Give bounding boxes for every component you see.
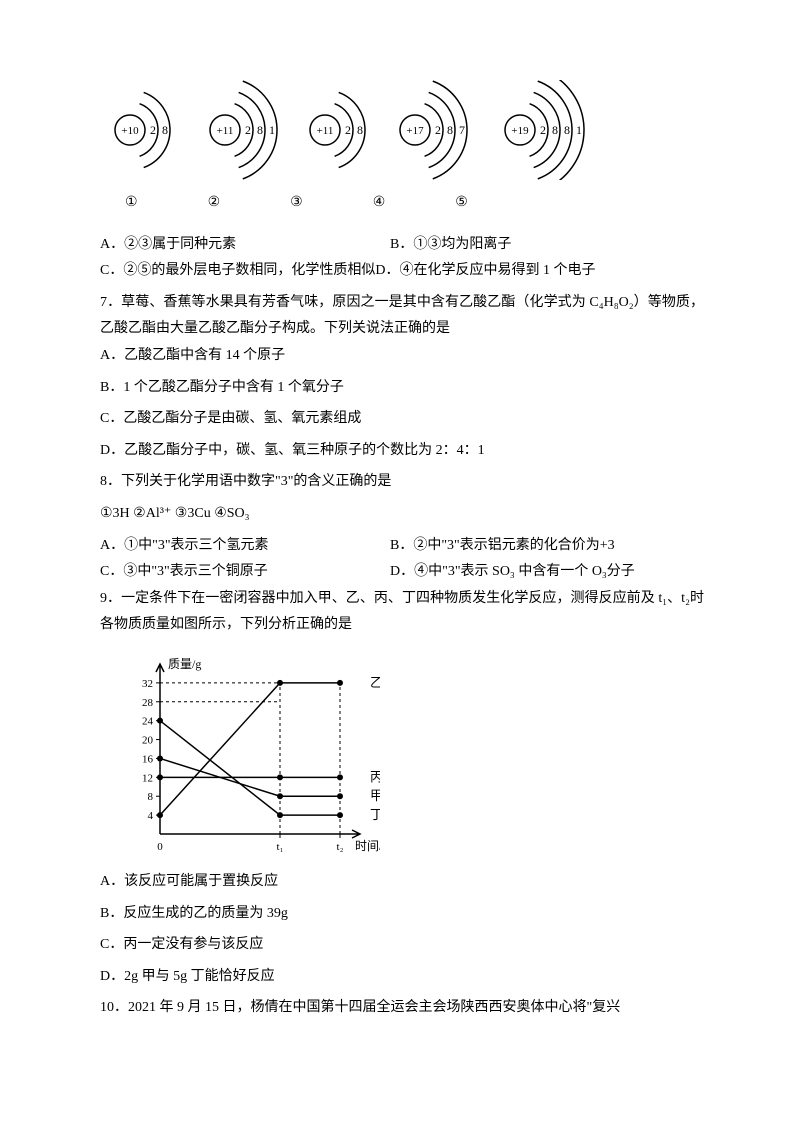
q6-option-d: D．④在化学反应中易得到 1 个电子 [375,263,595,278]
label-4: ④ [373,190,386,217]
svg-text:16: 16 [142,753,154,765]
svg-text:24: 24 [142,716,154,728]
q8-items: ①3H ②Al³⁺ ③3Cu ④SO₃ [100,501,704,528]
q9-option-a: A．该反应可能属于置换反应 [100,869,704,896]
svg-text:1: 1 [269,123,275,137]
svg-text:2: 2 [435,123,441,137]
svg-text:8: 8 [148,791,154,803]
svg-text:乙: 乙 [370,675,380,690]
svg-text:丙: 丙 [370,769,380,784]
label-2: ② [208,190,221,217]
svg-text:4: 4 [148,810,154,822]
svg-text:8: 8 [447,123,453,137]
q7-option-b: B．1 个乙酸乙酯分子中含有 1 个氧分子 [100,375,704,402]
q6-options-ab: A．②③属于同种元素 B．①③均为阳离子 [100,232,704,259]
svg-text:2: 2 [245,123,251,137]
svg-text:时间/s: 时间/s [355,839,380,853]
svg-text:8: 8 [564,123,570,137]
svg-text:2: 2 [150,123,156,137]
q7-intro: 7．草莓、香蕉等水果具有芳香气味，原因之一是其中含有乙酸乙酯（化学式为 C₄H₈… [100,290,704,343]
svg-text:7: 7 [459,123,465,137]
svg-text:t₁: t₁ [277,841,284,853]
q8-option-c: C．③中"3"表示三个铜原子 [100,559,390,586]
q6-option-b: B．①③均为阳离子 [390,232,511,259]
svg-text:+11: +11 [217,125,234,137]
q6-option-c: C．②⑤的最外层电子数相同，化学性质相似 [100,263,375,278]
svg-text:丁: 丁 [370,807,380,822]
q6-option-a: A．②③属于同种元素 [100,232,390,259]
q7-option-a: A．乙酸乙酯中含有 14 个原子 [100,343,704,370]
label-1: ① [125,190,138,217]
svg-text:0: 0 [157,841,163,853]
q7-option-d: D．乙酸乙酯分子中，碳、氢、氧三种原子的个数比为 2：4：1 [100,438,704,465]
svg-text:甲: 甲 [370,788,380,803]
svg-text:8: 8 [552,123,558,137]
q9-chart: 4 8 12 16 20 24 28 32 质量/g 0 t₁ t₂ 时间/s 乙丙甲丁 [120,649,380,859]
atom-structure-diagram: +1028+11281+1128+17287+192881 [100,80,704,180]
label-3: ③ [290,190,303,217]
svg-text:+11: +11 [317,125,334,137]
atom-labels: ① ② ③ ④ ⑤ [125,190,704,217]
svg-text:8: 8 [357,123,363,137]
svg-text:1: 1 [576,123,582,137]
q9-intro: 9．一定条件下在一密闭容器中加入甲、乙、丙、丁四种物质发生化学反应，测得反应前及… [100,586,704,639]
svg-text:2: 2 [540,123,546,137]
svg-text:20: 20 [142,734,154,746]
svg-text:8: 8 [257,123,263,137]
label-5: ⑤ [455,190,468,217]
svg-text:12: 12 [142,772,153,784]
svg-text:t₂: t₂ [337,841,344,853]
q7-option-c: C．乙酸乙酯分子是由碳、氢、氧元素组成 [100,406,704,433]
svg-text:2: 2 [345,123,351,137]
q8-options-cd: C．③中"3"表示三个铜原子 D．④中"3"表示 SO₃ 中含有一个 O₃分子 [100,559,704,586]
svg-text:28: 28 [142,697,154,709]
q8-option-b: B．②中"3"表示铝元素的化合价为+3 [390,533,615,560]
svg-text:8: 8 [162,123,168,137]
svg-text:32: 32 [142,678,153,690]
q9-option-d: D．2g 甲与 5g 丁能恰好反应 [100,964,704,991]
q8-option-d: D．④中"3"表示 SO₃ 中含有一个 O₃分子 [390,559,635,586]
q8-options-ab: A．①中"3"表示三个氢元素 B．②中"3"表示铝元素的化合价为+3 [100,533,704,560]
svg-text:+19: +19 [511,125,529,137]
q9-option-c: C．丙一定没有参与该反应 [100,932,704,959]
q6-options-cd: C．②⑤的最外层电子数相同，化学性质相似D．④在化学反应中易得到 1 个电子 [100,258,704,285]
q9-option-b: B．反应生成的乙的质量为 39g [100,901,704,928]
svg-text:+10: +10 [121,125,139,137]
svg-text:质量/g: 质量/g [168,657,201,671]
q10-intro: 10．2021 年 9 月 15 日，杨倩在中国第十四届全运会主会场陕西西安奥体… [100,995,704,1022]
q8-intro: 8．下列关于化学用语中数字"3"的含义正确的是 [100,469,704,496]
q8-option-a: A．①中"3"表示三个氢元素 [100,533,390,560]
svg-text:+17: +17 [406,125,424,137]
